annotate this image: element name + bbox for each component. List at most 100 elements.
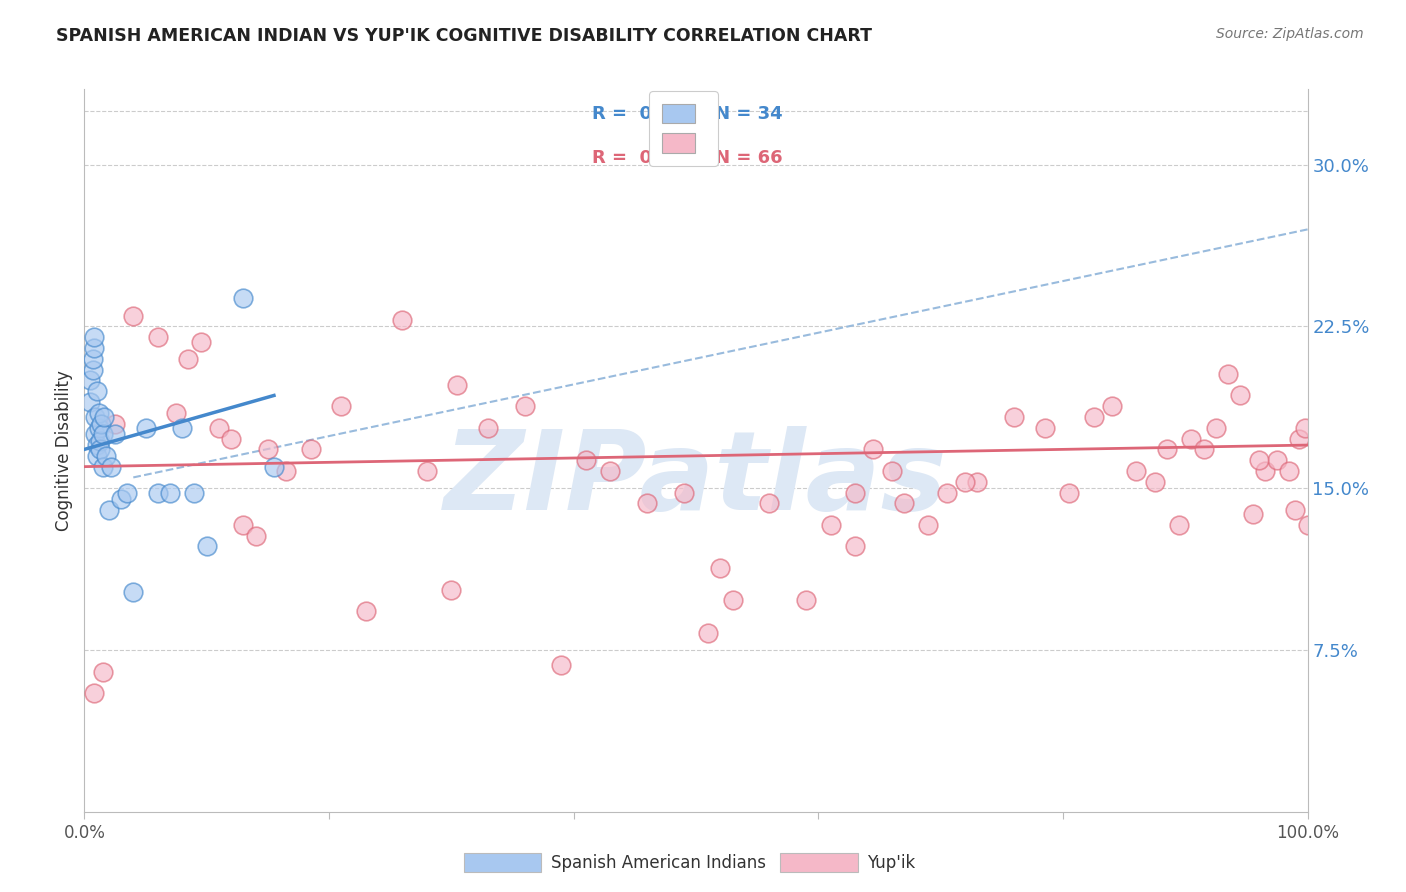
Point: [93, 410, 115, 425]
Point: [219, 432, 242, 446]
Text: R =  0.045   N = 66: R = 0.045 N = 66: [592, 149, 783, 167]
Point: [83, 341, 105, 355]
Text: Yup'ik: Yup'ik: [868, 854, 915, 871]
Point: [276, 464, 298, 478]
Point: [1247, 453, 1270, 467]
Point: [935, 485, 957, 500]
Point: [183, 485, 205, 500]
Point: [146, 485, 169, 500]
Point: [709, 561, 731, 575]
Point: [794, 593, 817, 607]
Legend: , : ,: [650, 91, 718, 166]
Point: [172, 421, 194, 435]
Point: [1216, 367, 1239, 381]
Point: [97, 502, 120, 516]
Point: [1284, 502, 1306, 516]
Text: ZIPatlas: ZIPatlas: [444, 425, 948, 533]
Point: [636, 496, 658, 510]
Point: [1296, 517, 1319, 532]
Point: [416, 464, 439, 478]
Point: [79, 395, 101, 409]
Point: [672, 485, 695, 500]
Point: [1033, 421, 1056, 435]
Point: [91, 427, 114, 442]
Point: [1254, 464, 1277, 478]
Point: [96, 449, 118, 463]
Point: [1180, 432, 1202, 446]
Point: [87, 421, 110, 435]
Point: [354, 604, 377, 618]
Text: SPANISH AMERICAN INDIAN VS YUP'IK COGNITIVE DISABILITY CORRELATION CHART: SPANISH AMERICAN INDIAN VS YUP'IK COGNIT…: [56, 27, 872, 45]
Y-axis label: Cognitive Disability: Cognitive Disability: [55, 370, 73, 531]
Point: [575, 453, 598, 467]
Point: [82, 362, 104, 376]
Point: [391, 313, 413, 327]
Point: [1002, 410, 1025, 425]
Point: [1205, 421, 1227, 435]
Point: [550, 658, 572, 673]
Text: Spanish American Indians: Spanish American Indians: [551, 854, 766, 871]
Point: [1125, 464, 1147, 478]
Point: [1101, 399, 1123, 413]
Point: [1265, 453, 1288, 467]
Point: [110, 491, 132, 506]
Point: [1288, 432, 1310, 446]
Point: [232, 517, 254, 532]
Point: [159, 485, 181, 500]
Point: [697, 625, 720, 640]
Point: [208, 421, 231, 435]
Point: [1278, 464, 1301, 478]
Text: Source: ZipAtlas.com: Source: ZipAtlas.com: [1216, 27, 1364, 41]
Point: [89, 434, 111, 448]
Point: [83, 330, 105, 344]
Point: [299, 442, 322, 457]
Point: [1294, 421, 1316, 435]
Point: [263, 459, 285, 474]
Point: [721, 593, 744, 607]
Point: [122, 584, 145, 599]
Point: [232, 292, 254, 306]
Point: [104, 427, 127, 442]
Point: [1168, 517, 1191, 532]
Point: [146, 330, 169, 344]
Point: [1083, 410, 1105, 425]
Point: [245, 529, 267, 543]
Point: [86, 384, 108, 399]
Point: [917, 517, 939, 532]
Point: [1156, 442, 1178, 457]
Point: [89, 442, 111, 457]
Point: [844, 485, 866, 500]
Point: [862, 442, 884, 457]
Point: [190, 334, 212, 349]
Point: [115, 485, 138, 500]
Point: [966, 475, 988, 489]
Point: [893, 496, 915, 510]
Text: R =  0.071   N = 34: R = 0.071 N = 34: [592, 105, 783, 123]
Point: [87, 406, 110, 420]
Point: [135, 421, 157, 435]
Point: [91, 459, 114, 474]
Point: [820, 517, 842, 532]
Point: [104, 417, 127, 431]
Point: [100, 459, 122, 474]
Point: [86, 449, 108, 463]
Point: [477, 421, 499, 435]
Point: [513, 399, 536, 413]
Point: [1241, 507, 1264, 521]
Point: [1143, 475, 1166, 489]
Point: [84, 427, 107, 442]
Point: [82, 351, 104, 366]
Point: [84, 410, 107, 425]
Point: [195, 540, 218, 554]
Point: [599, 464, 621, 478]
Point: [758, 496, 780, 510]
Point: [86, 438, 108, 452]
Point: [1192, 442, 1215, 457]
Point: [91, 665, 114, 679]
Point: [83, 686, 105, 700]
Point: [79, 373, 101, 387]
Point: [90, 417, 112, 431]
Point: [440, 582, 463, 597]
Point: [880, 464, 903, 478]
Point: [122, 309, 145, 323]
